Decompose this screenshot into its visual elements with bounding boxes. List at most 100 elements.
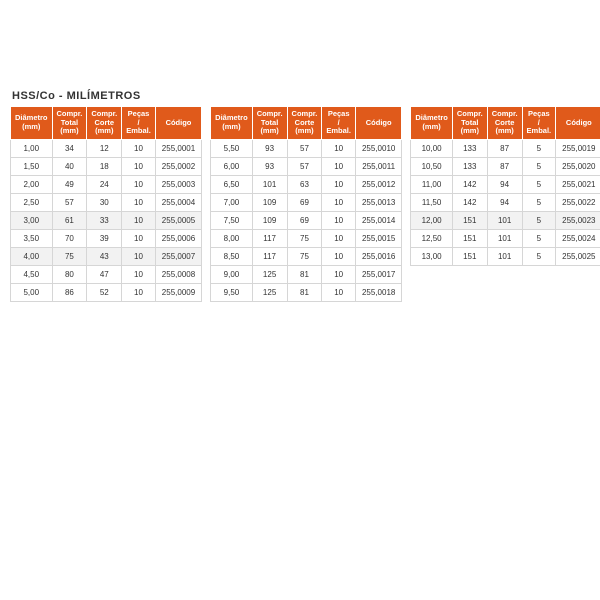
cell-codigo: 255,0004: [155, 193, 201, 211]
cell-diam: 12,00: [411, 211, 453, 229]
cell-pecas: 10: [122, 175, 156, 193]
cell-corte: 12: [87, 139, 122, 157]
table-row: 1,50401810255,0002: [11, 157, 202, 175]
cell-codigo: 255,0007: [155, 247, 201, 265]
cell-pecas: 10: [322, 283, 356, 301]
cell-pecas: 5: [522, 247, 556, 265]
cell-total: 109: [252, 211, 287, 229]
cell-total: 142: [452, 193, 487, 211]
table-row: 2,50573010255,0004: [11, 193, 202, 211]
cell-total: 93: [252, 157, 287, 175]
table-row: 6,501016310255,0012: [211, 175, 402, 193]
cell-codigo: 255,0021: [556, 175, 600, 193]
cell-pecas: 10: [322, 247, 356, 265]
cell-pecas: 10: [322, 265, 356, 283]
cell-diam: 8,00: [211, 229, 253, 247]
cell-codigo: 255,0019: [556, 139, 600, 157]
data-table-3: Diâmetro(mm)Compr.Total(mm)Compr.Corte(m…: [410, 106, 600, 266]
cell-codigo: 255,0015: [355, 229, 401, 247]
col-header-codigo: Código: [155, 107, 201, 140]
cell-pecas: 10: [122, 157, 156, 175]
cell-diam: 13,00: [411, 247, 453, 265]
cell-total: 109: [252, 193, 287, 211]
cell-corte: 57: [287, 139, 322, 157]
table-row: 12,501511015255,0024: [411, 229, 600, 247]
cell-diam: 11,50: [411, 193, 453, 211]
col-header-pecas: Peças /Embal.: [322, 107, 356, 140]
cell-diam: 10,50: [411, 157, 453, 175]
cell-diam: 6,00: [211, 157, 253, 175]
cell-corte: 101: [487, 247, 522, 265]
cell-corte: 47: [87, 265, 122, 283]
table-row: 3,00613310255,0005: [11, 211, 202, 229]
cell-codigo: 255,0018: [355, 283, 401, 301]
cell-corte: 87: [487, 157, 522, 175]
col-header-diam: Diâmetro(mm): [411, 107, 453, 140]
cell-corte: 63: [287, 175, 322, 193]
cell-pecas: 5: [522, 211, 556, 229]
cell-corte: 81: [287, 283, 322, 301]
cell-diam: 1,50: [11, 157, 53, 175]
tables-row: Diâmetro(mm)Compr.Total(mm)Compr.Corte(m…: [10, 106, 590, 302]
table-row: 12,001511015255,0023: [411, 211, 600, 229]
cell-total: 93: [252, 139, 287, 157]
cell-total: 151: [452, 211, 487, 229]
cell-pecas: 10: [122, 229, 156, 247]
cell-corte: 94: [487, 193, 522, 211]
cell-codigo: 255,0025: [556, 247, 600, 265]
cell-codigo: 255,0022: [556, 193, 600, 211]
cell-diam: 2,00: [11, 175, 53, 193]
cell-total: 125: [252, 265, 287, 283]
table-row: 1,00341210255,0001: [11, 139, 202, 157]
table-row: 6,00935710255,0011: [211, 157, 402, 175]
table-row: 8,001177510255,0015: [211, 229, 402, 247]
col-header-total: Compr.Total(mm): [52, 107, 87, 140]
cell-diam: 2,50: [11, 193, 53, 211]
cell-codigo: 255,0008: [155, 265, 201, 283]
col-header-total: Compr.Total(mm): [452, 107, 487, 140]
cell-codigo: 255,0014: [355, 211, 401, 229]
table-row: 8,501177510255,0016: [211, 247, 402, 265]
table-row: 7,501096910255,0014: [211, 211, 402, 229]
table-row: 13,001511015255,0025: [411, 247, 600, 265]
cell-total: 133: [452, 139, 487, 157]
cell-codigo: 255,0020: [556, 157, 600, 175]
cell-corte: 43: [87, 247, 122, 265]
cell-corte: 24: [87, 175, 122, 193]
cell-pecas: 5: [522, 229, 556, 247]
col-header-pecas: Peças /Embal.: [122, 107, 156, 140]
cell-corte: 75: [287, 247, 322, 265]
cell-pecas: 10: [322, 229, 356, 247]
data-table-2: Diâmetro(mm)Compr.Total(mm)Compr.Corte(m…: [210, 106, 402, 302]
cell-corte: 30: [87, 193, 122, 211]
cell-pecas: 5: [522, 139, 556, 157]
cell-codigo: 255,0012: [355, 175, 401, 193]
cell-codigo: 255,0006: [155, 229, 201, 247]
cell-codigo: 255,0002: [155, 157, 201, 175]
cell-diam: 7,00: [211, 193, 253, 211]
table-row: 11,50142945255,0022: [411, 193, 600, 211]
cell-total: 117: [252, 247, 287, 265]
cell-corte: 94: [487, 175, 522, 193]
col-header-diam: Diâmetro(mm): [11, 107, 53, 140]
data-table-1: Diâmetro(mm)Compr.Total(mm)Compr.Corte(m…: [10, 106, 202, 302]
cell-codigo: 255,0023: [556, 211, 600, 229]
cell-pecas: 10: [322, 193, 356, 211]
col-header-corte: Compr.Corte(mm): [87, 107, 122, 140]
cell-diam: 12,50: [411, 229, 453, 247]
cell-diam: 10,00: [411, 139, 453, 157]
cell-total: 70: [52, 229, 87, 247]
col-header-corte: Compr.Corte(mm): [287, 107, 322, 140]
cell-total: 101: [252, 175, 287, 193]
table-row: 7,001096910255,0013: [211, 193, 402, 211]
table-row: 4,50804710255,0008: [11, 265, 202, 283]
cell-corte: 69: [287, 193, 322, 211]
table-row: 3,50703910255,0006: [11, 229, 202, 247]
cell-pecas: 5: [522, 157, 556, 175]
cell-diam: 5,50: [211, 139, 253, 157]
cell-diam: 4,00: [11, 247, 53, 265]
cell-codigo: 255,0013: [355, 193, 401, 211]
cell-corte: 75: [287, 229, 322, 247]
cell-total: 86: [52, 283, 87, 301]
cell-total: 80: [52, 265, 87, 283]
